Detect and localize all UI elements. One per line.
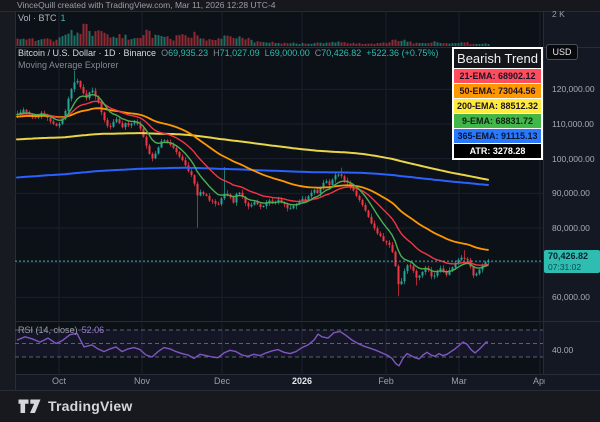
price-scale-label: 80,000.00 xyxy=(552,222,590,233)
current-price-value: 70,426.82 xyxy=(548,250,589,261)
trend-box-row: 50-EMA: 73044.56 xyxy=(454,83,541,98)
price-scale-label: 90,000.00 xyxy=(552,188,590,199)
bar-countdown: 07:31:02 xyxy=(548,261,582,272)
price-axis[interactable] xyxy=(543,11,600,374)
ma-explorer-legend[interactable]: Moving Average Explorer xyxy=(18,60,119,70)
trend-box-row: 21-EMA: 68902.12 xyxy=(454,68,541,83)
close-label: C xyxy=(314,48,322,58)
rsi-params: (14, close) xyxy=(35,325,78,335)
trend-box-row: 9-EMA: 68831.72 xyxy=(454,113,541,128)
low-value: 69,000.00 xyxy=(269,48,310,58)
rsi-label: RSI xyxy=(18,325,34,335)
volume-scale-label: 2 K xyxy=(552,9,565,19)
month-label: Feb xyxy=(378,376,394,386)
attribution-bar xyxy=(0,0,600,11)
rsi-legend[interactable]: RSI (14, close) 52.06 xyxy=(18,325,104,335)
symbol-legend[interactable]: Bitcoin / U.S. Dollar · 1D · Binance O69,… xyxy=(18,48,438,58)
tradingview-logo: TradingView xyxy=(18,398,132,415)
month-labels: Oct Nov Dec 2026 Feb Mar Apr xyxy=(15,375,545,389)
attribution-text: VinceQuill created with TradingView.com,… xyxy=(17,0,276,10)
rsi-pane-separator[interactable] xyxy=(15,321,600,322)
volume-indicator-legend[interactable]: Vol · BTC 1 xyxy=(18,13,66,23)
footer-bar: TradingView xyxy=(0,390,600,422)
month-label: Oct xyxy=(51,376,67,386)
time-axis[interactable] xyxy=(15,374,600,390)
open-label: O xyxy=(161,48,169,58)
high-label: H xyxy=(213,48,220,58)
month-label: Nov xyxy=(133,376,151,386)
time-axis-separator xyxy=(15,374,600,375)
volume-indicator-value: 1 xyxy=(60,13,66,23)
price-scale-label: 110,000.00 xyxy=(552,118,594,129)
month-label: Mar xyxy=(451,376,467,386)
tradingview-logo-icon xyxy=(18,399,41,413)
volume-pane-separator[interactable] xyxy=(15,47,600,48)
month-label: 2026 xyxy=(291,376,313,386)
currency-button[interactable]: USD xyxy=(546,44,578,60)
high-value: 71,027.09 xyxy=(219,48,260,58)
trend-box-row: ATR: 3278.28 xyxy=(454,143,541,158)
volume-indicator-label: Vol · BTC xyxy=(18,13,57,23)
price-axis-separator xyxy=(543,11,544,374)
rsi-scale-label: 40.00 xyxy=(552,345,574,355)
month-label: Dec xyxy=(213,376,231,386)
price-scale-label: 60,000.00 xyxy=(552,292,590,303)
trend-box-title: Bearish Trend xyxy=(454,49,541,68)
month-label: Apr xyxy=(532,376,545,386)
price-scale-label: 120,000.00 xyxy=(552,84,595,95)
price-scale-label: 100,000.00 xyxy=(552,153,595,164)
change-value: +522.36 (+0.75%) xyxy=(366,48,439,58)
current-price-label: 70,426.82 07:31:02 xyxy=(544,249,600,273)
rsi-value: 52.06 xyxy=(81,325,105,335)
open-value: 69,935.23 xyxy=(168,48,209,58)
trend-box-row: 200-EMA: 88512.32 xyxy=(454,98,541,113)
symbol-name: Bitcoin / U.S. Dollar · 1D · Binance xyxy=(18,48,157,58)
frame-top-border xyxy=(0,11,600,12)
trend-summary-box: Bearish Trend 21-EMA: 68902.12 50-EMA: 73… xyxy=(452,47,543,160)
close-value: 70,426.82 xyxy=(321,48,362,58)
footer-brand: TradingView xyxy=(48,398,133,414)
frame-left-border xyxy=(15,11,16,390)
trend-box-row: 365-EMA: 91115.13 xyxy=(454,128,541,143)
footer-separator xyxy=(0,390,600,391)
low-label: L xyxy=(264,48,270,58)
